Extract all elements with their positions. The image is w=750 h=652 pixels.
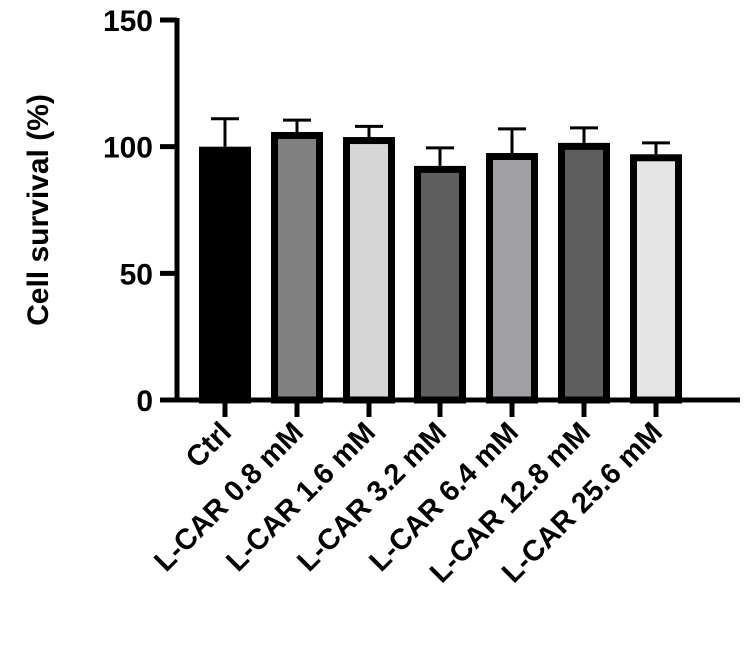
y-axis: 0 50 100 150 <box>103 5 180 418</box>
bar-group <box>558 126 610 404</box>
y-tick-label: 150 <box>103 5 153 38</box>
bar-group <box>271 118 323 404</box>
bar <box>271 131 323 404</box>
x-tick-label: Ctrl <box>180 416 238 474</box>
bar-group <box>199 117 251 404</box>
y-axis-label: Cell survival (%) <box>22 94 55 326</box>
y-tick-label: 50 <box>120 258 153 291</box>
bar <box>414 165 466 404</box>
y-tick-label: 100 <box>103 132 153 165</box>
bar-group <box>414 146 466 404</box>
bar <box>486 153 538 404</box>
y-tick-label: 0 <box>136 385 153 418</box>
bar <box>343 137 395 404</box>
bar <box>630 154 682 404</box>
bar-group <box>486 127 538 404</box>
bars <box>199 117 682 404</box>
bar <box>199 146 251 404</box>
bar-group <box>630 141 682 404</box>
bar-group <box>343 124 395 404</box>
bar <box>558 142 610 404</box>
